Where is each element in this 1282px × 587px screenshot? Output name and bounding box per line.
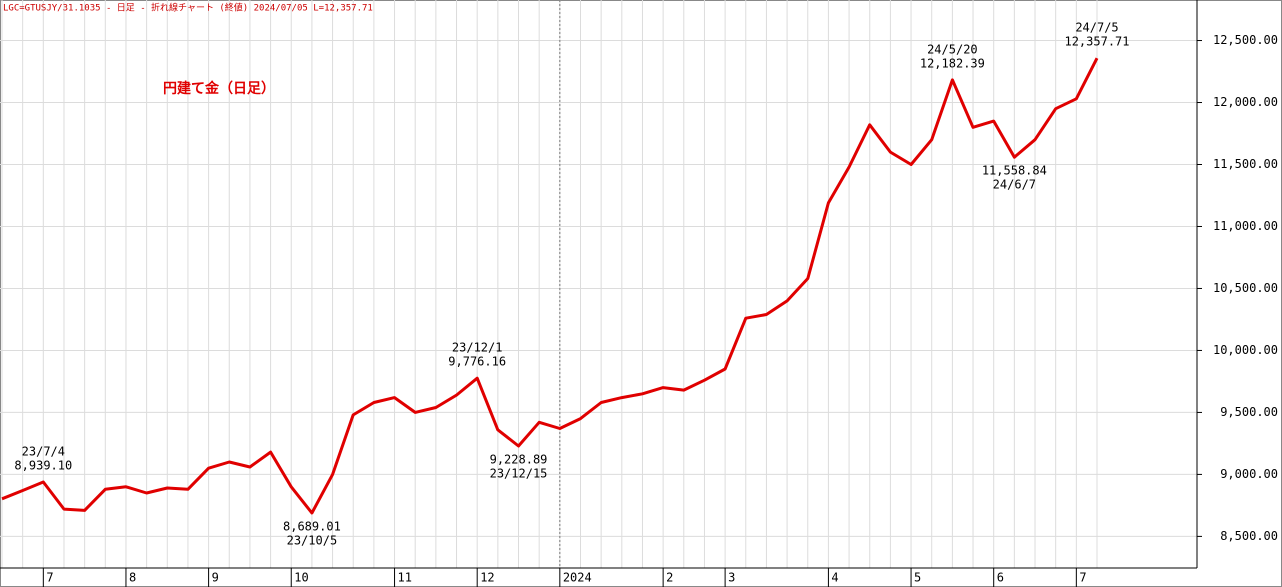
x-tick-label: 4 (831, 571, 838, 585)
price-line (1, 57, 1099, 515)
y-tick-label: 10,500.00 (1213, 281, 1278, 295)
x-tick-label: 7 (46, 571, 53, 585)
annotation-value: 8,689.01 (283, 519, 341, 533)
y-tick-label: 10,000.00 (1213, 343, 1278, 357)
annotation-value: 9,776.16 (448, 355, 506, 369)
y-tick-label: 12,000.00 (1213, 95, 1278, 109)
x-tick-label: 3 (728, 571, 735, 585)
y-tick-label: 9,000.00 (1220, 467, 1278, 481)
x-tick-label: 7 (1079, 571, 1086, 585)
x-tick-label: 2 (666, 571, 673, 585)
annotation-value: 9,228.89 (490, 453, 548, 467)
header: LGC=GTUSJY/31.1035 - 日足 - 折れ線チャート (終値) 2… (3, 2, 373, 14)
x-tick-label: 9 (212, 571, 219, 585)
annotation-date: 23/12/1 (452, 341, 503, 355)
annotation-date: 23/7/4 (22, 444, 65, 458)
x-tick-label: 10 (294, 571, 308, 585)
y-tick-label: 9,500.00 (1220, 405, 1278, 419)
y-tick-label: 11,500.00 (1213, 157, 1278, 171)
annotation-date: 23/12/15 (490, 467, 548, 481)
annotation-value: 11,558.84 (982, 164, 1047, 178)
annotation-value: 8,939.10 (14, 458, 72, 472)
annotation-value: 12,182.39 (920, 56, 985, 70)
x-tick-label: 11 (398, 571, 412, 585)
y-tick-label: 12,500.00 (1213, 33, 1278, 47)
annotation-date: 24/6/7 (993, 178, 1036, 192)
y-tick-label: 11,000.00 (1213, 219, 1278, 233)
annotation-date: 24/5/20 (927, 42, 978, 56)
x-tick-label: 2024 (563, 571, 592, 585)
chart-title: 円建て金（日足） (163, 80, 275, 97)
x-tick-label: 6 (997, 571, 1004, 585)
x-tick-label: 8 (129, 571, 136, 585)
annotation-value: 12,357.71 (1064, 35, 1129, 49)
y-tick-label: 8,500.00 (1220, 529, 1278, 543)
x-tick-label: 5 (914, 571, 921, 585)
x-tick-label: 12 (480, 571, 494, 585)
annotation-date: 24/7/5 (1075, 21, 1118, 35)
annotation-date: 23/10/5 (287, 533, 338, 547)
